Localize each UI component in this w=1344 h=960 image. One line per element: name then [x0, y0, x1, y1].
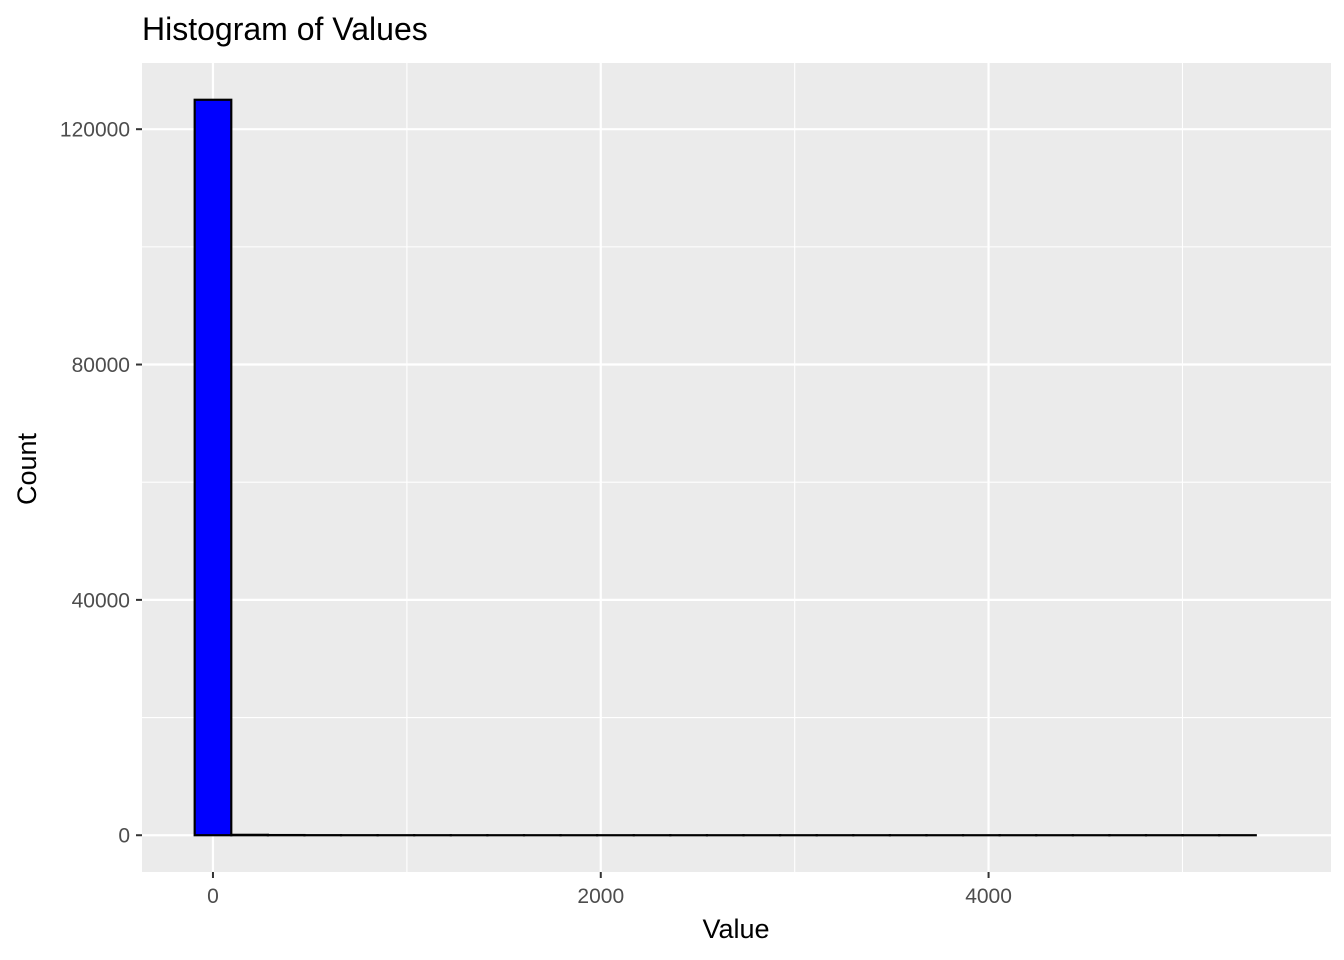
histogram-bars [193, 98, 1257, 837]
plot-panel [142, 63, 1331, 872]
y-axis-title: Count [12, 432, 42, 505]
y-tick-label: 0 [118, 825, 130, 848]
x-tick-label: 2000 [577, 885, 624, 908]
x-axis-title: Value [702, 914, 769, 944]
y-tick-label: 120000 [60, 119, 130, 142]
histogram-bar [193, 98, 233, 837]
minor-gridlines [142, 63, 1331, 872]
y-tick-label: 80000 [72, 354, 130, 377]
x-axis: 0 2000 4000 [207, 872, 1012, 908]
chart-title: Histogram of Values [142, 11, 428, 47]
x-tick-label: 4000 [965, 885, 1012, 908]
y-axis: 0 40000 80000 120000 [60, 119, 142, 848]
y-tick-label: 40000 [72, 589, 130, 612]
x-tick-label: 0 [207, 885, 219, 908]
